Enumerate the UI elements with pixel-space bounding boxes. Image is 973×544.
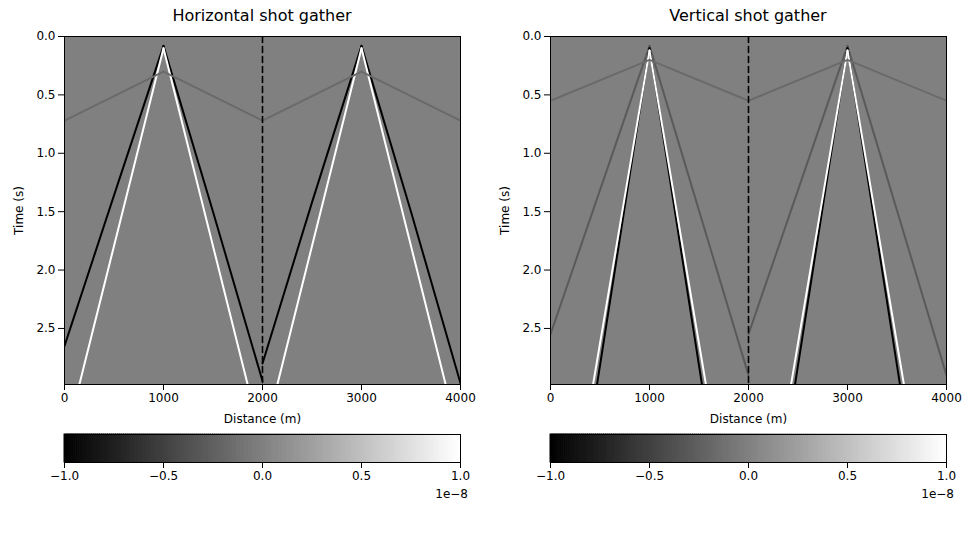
svg-text:−0.5: −0.5 <box>149 469 178 483</box>
svg-text:1.0: 1.0 <box>36 146 55 160</box>
svg-text:0: 0 <box>547 391 555 405</box>
svg-text:0.0: 0.0 <box>253 469 272 483</box>
svg-text:0.5: 0.5 <box>36 88 55 102</box>
svg-text:2.0: 2.0 <box>36 263 55 277</box>
svg-text:2000: 2000 <box>733 391 764 405</box>
svg-text:3000: 3000 <box>346 391 377 405</box>
svg-text:2.0: 2.0 <box>522 263 541 277</box>
svg-text:1000: 1000 <box>634 391 665 405</box>
svg-text:2.5: 2.5 <box>36 321 55 335</box>
svg-text:4000: 4000 <box>931 391 962 405</box>
svg-text:1.0: 1.0 <box>451 469 470 483</box>
svg-text:0.5: 0.5 <box>352 469 371 483</box>
svg-text:1.0: 1.0 <box>937 469 956 483</box>
svg-text:0.5: 0.5 <box>522 88 541 102</box>
svg-text:2.5: 2.5 <box>522 321 541 335</box>
svg-text:1000: 1000 <box>148 391 179 405</box>
html-text:1e−8: 1e−8 <box>921 487 954 501</box>
html-text:Vertical shot gather: Vertical shot gather <box>669 6 827 25</box>
svg-text:Time (s): Time (s) <box>12 186 26 236</box>
svg-text:0.0: 0.0 <box>739 469 758 483</box>
svg-text:−1.0: −1.0 <box>50 469 79 483</box>
svg-text:0.0: 0.0 <box>36 29 55 43</box>
svg-text:4000: 4000 <box>445 391 476 405</box>
svg-text:Distance (m): Distance (m) <box>224 412 301 426</box>
svg-text:2000: 2000 <box>247 391 278 405</box>
html-text:1e−8: 1e−8 <box>435 487 468 501</box>
svg-text:Distance (m): Distance (m) <box>710 412 787 426</box>
svg-text:3000: 3000 <box>832 391 863 405</box>
svg-text:1.5: 1.5 <box>522 205 541 219</box>
svg-text:1.5: 1.5 <box>36 205 55 219</box>
svg-text:Time (s): Time (s) <box>498 186 512 236</box>
svg-text:−1.0: −1.0 <box>536 469 565 483</box>
html-text:Horizontal shot gather: Horizontal shot gather <box>172 6 352 25</box>
svg-text:0: 0 <box>61 391 69 405</box>
svg-text:0.5: 0.5 <box>838 469 857 483</box>
svg-text:0.0: 0.0 <box>522 29 541 43</box>
svg-text:1.0: 1.0 <box>522 146 541 160</box>
svg-text:−0.5: −0.5 <box>635 469 664 483</box>
